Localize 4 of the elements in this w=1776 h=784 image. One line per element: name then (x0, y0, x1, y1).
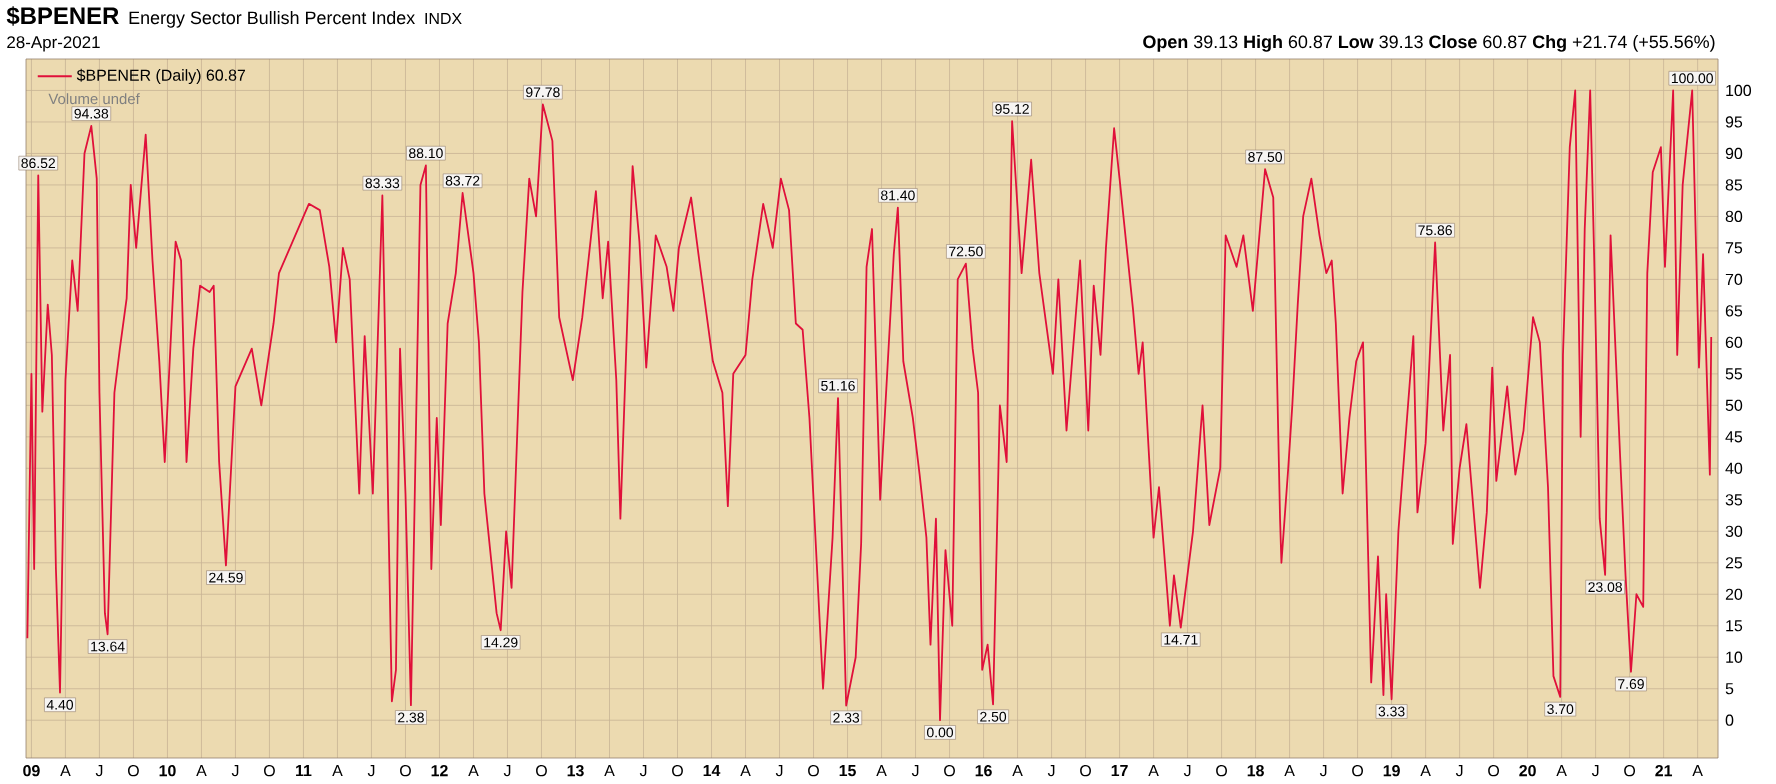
text: 28-Apr-2021 (7, 36, 100, 52)
text: Open 39.13 High 60.87 Low 39.13 Close 60.87 Chg +21.74 (+55.56%) (1143, 34, 1715, 52)
chart-subtitle: Energy Sector Bullish Percent Index (129, 10, 415, 28)
chart-title: $BPENER (6, 6, 119, 26)
